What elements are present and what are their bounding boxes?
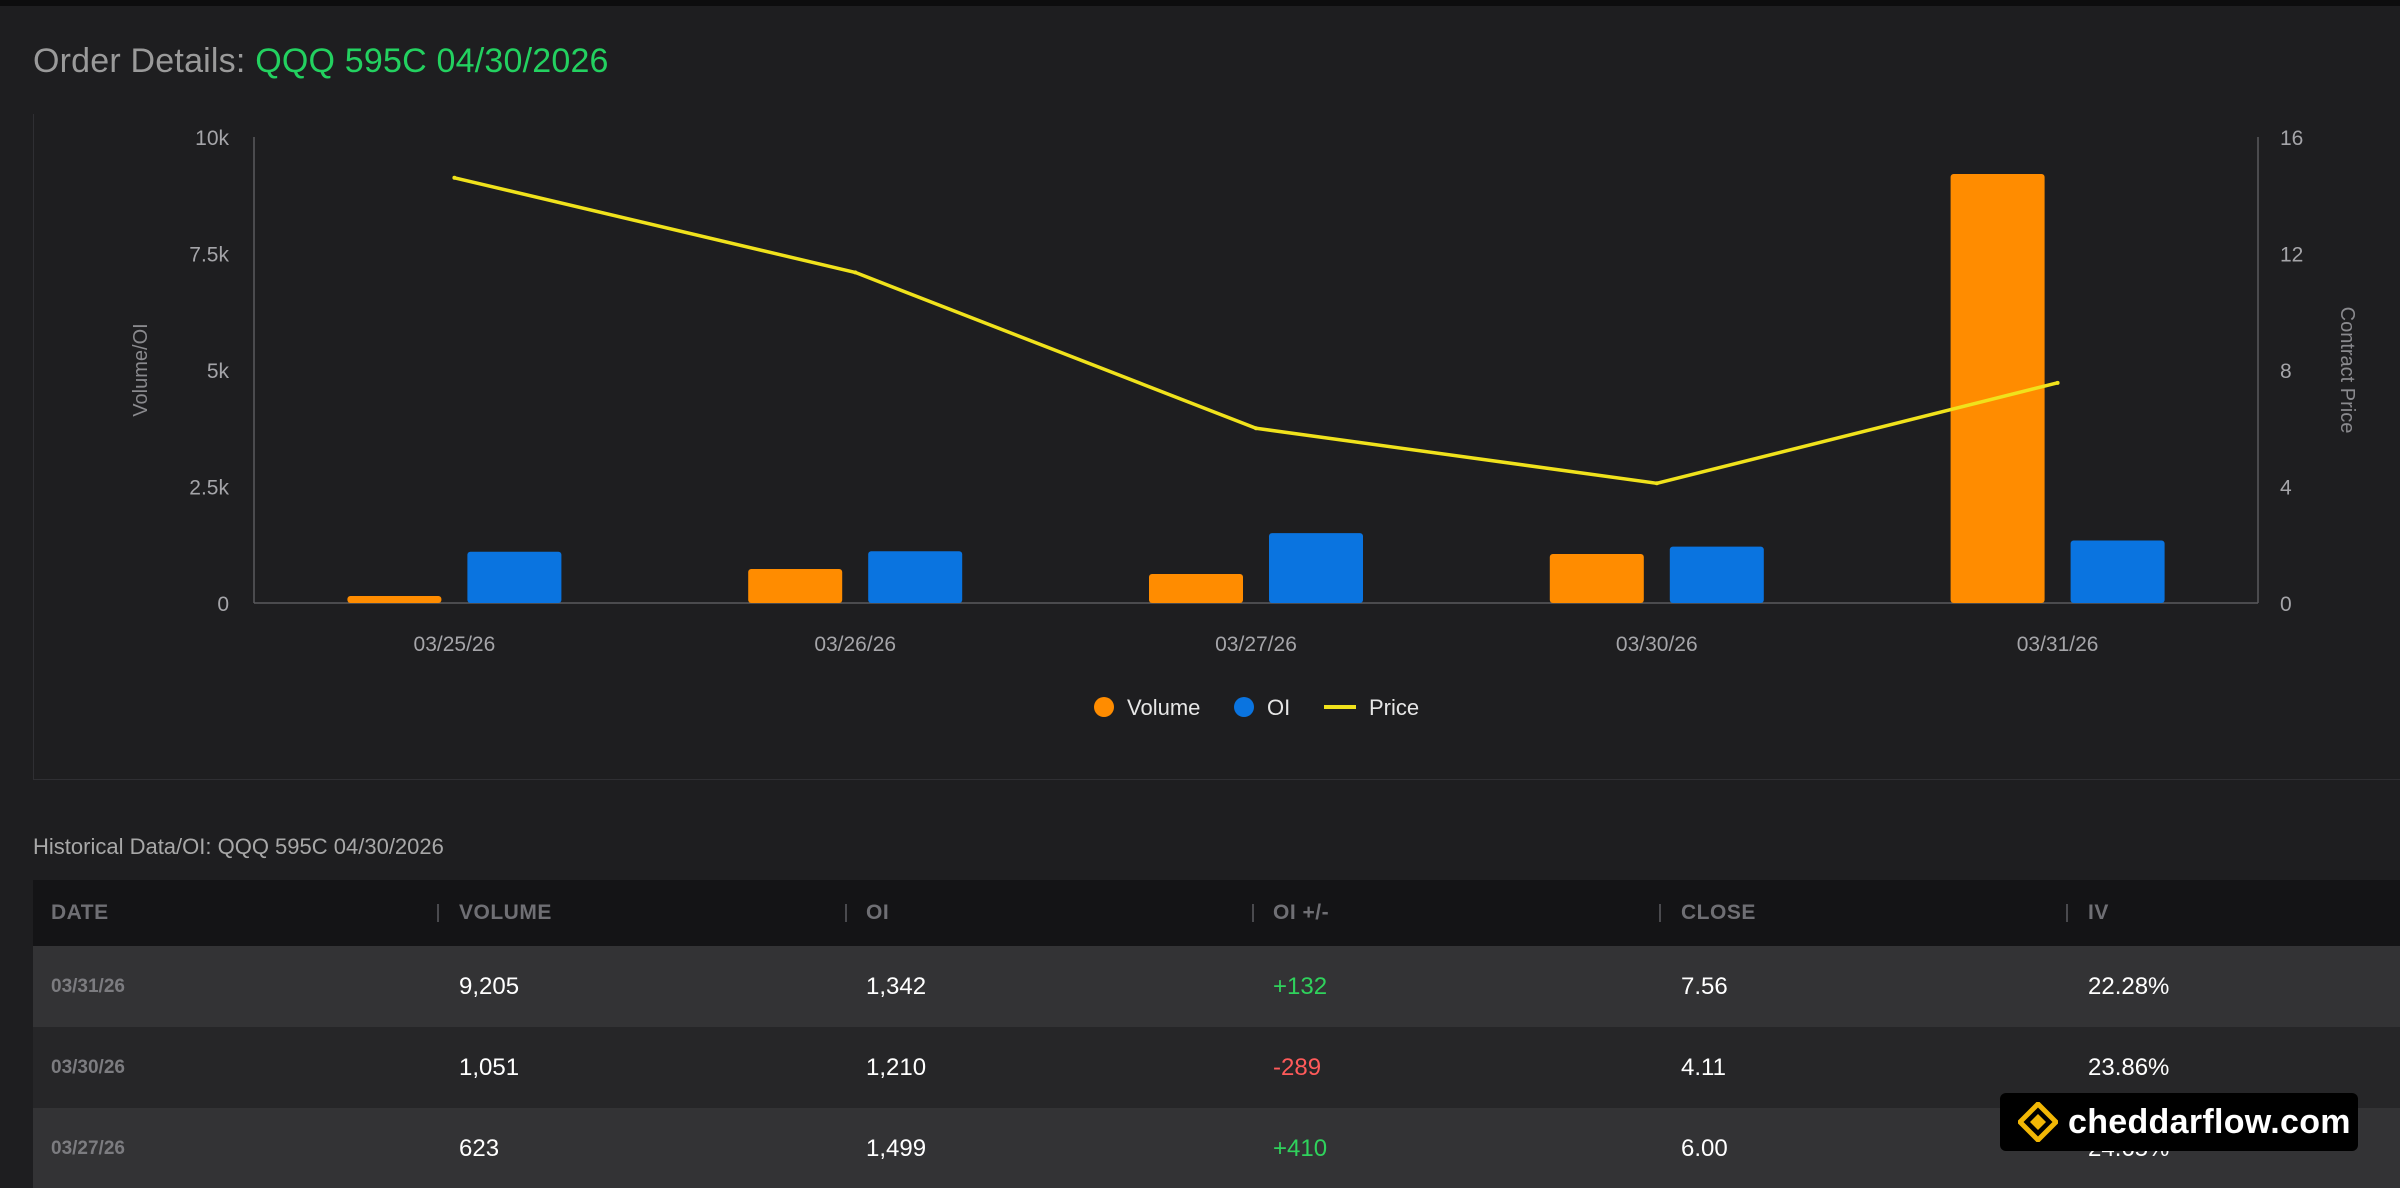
col-resize-handle[interactable] xyxy=(2066,904,2068,922)
cell-oi-change: -289 xyxy=(1273,1054,1322,1081)
y2-tick-label: 16 xyxy=(2280,127,2303,150)
legend-label: OI xyxy=(1267,695,1290,720)
history-title: Historical Data/OI: QQQ 595C 04/30/2026 xyxy=(33,834,444,859)
oi-bar xyxy=(467,551,562,603)
cell-iv: 23.86% xyxy=(2088,1054,2170,1081)
price-line xyxy=(453,176,2059,486)
x-tick-label: 03/30/26 xyxy=(1616,633,1698,656)
cell-close: 6.00 xyxy=(1681,1135,1728,1162)
brand-name: cheddarflow.com xyxy=(2068,1102,2351,1141)
legend-label: Price xyxy=(1369,695,1419,720)
y-tick-label: 7.5k xyxy=(189,244,229,267)
cell-oi: 1,342 xyxy=(866,973,927,1000)
y2-tick-label: 12 xyxy=(2280,244,2303,267)
volume-oi-price-chart: 0 2.5k 5k 7.5k 10k 0 4 8 12 16 Volume/OI Contract P… xyxy=(130,127,2358,720)
col-resize-handle[interactable] xyxy=(437,904,439,922)
page-title: Order Details: QQQ 595C 04/30/2026 xyxy=(33,42,609,81)
col-oi-change[interactable]: OI +/- xyxy=(1273,901,1330,924)
col-resize-handle[interactable] xyxy=(845,904,847,922)
col-date[interactable]: DATE xyxy=(51,901,109,924)
cell-date: 03/27/26 xyxy=(51,1138,125,1159)
volume-bar xyxy=(1149,573,1243,603)
x-tick-label: 03/27/26 xyxy=(1215,633,1297,656)
col-oi[interactable]: OI xyxy=(866,901,890,924)
price-point xyxy=(452,175,457,180)
cheddarflow-logo-icon xyxy=(2018,1102,2058,1142)
cell-volume: 9,205 xyxy=(459,973,520,1000)
history-table: DATE VOLUME OI OI +/- CLOSE IV 03/31/26 … xyxy=(33,880,2400,1188)
cell-volume: 623 xyxy=(459,1135,500,1162)
y2-tick-label: 8 xyxy=(2280,360,2292,383)
x-tick-label: 03/25/26 xyxy=(414,633,496,656)
cell-oi-change: +410 xyxy=(1273,1135,1328,1162)
col-resize-handle[interactable] xyxy=(1659,904,1661,922)
price-point xyxy=(2055,380,2060,385)
col-iv[interactable]: IV xyxy=(2088,901,2109,924)
chart-card: 0 2.5k 5k 7.5k 10k 0 4 8 12 16 Volume/OI Contract P… xyxy=(33,114,2400,780)
volume-bar xyxy=(347,596,442,603)
y2-tick-label: 4 xyxy=(2280,477,2292,500)
y2-tick-label: 0 xyxy=(2280,593,2292,616)
y-tick-label: 2.5k xyxy=(189,477,229,500)
y-axis-title: Volume/OI xyxy=(130,323,152,416)
x-tick-label: 03/26/26 xyxy=(814,633,896,656)
cell-oi-change: +132 xyxy=(1273,973,1328,1000)
brand-badge[interactable]: cheddarflow.com xyxy=(2000,1093,2358,1151)
volume-bar xyxy=(1950,174,2045,603)
cell-close: 7.56 xyxy=(1681,973,1728,1000)
cell-date: 03/31/26 xyxy=(51,976,125,997)
oi-bar xyxy=(1269,533,1363,603)
cell-oi: 1,210 xyxy=(866,1054,927,1081)
price-point xyxy=(1654,481,1659,486)
price-point xyxy=(1254,426,1258,431)
y-tick-label: 0 xyxy=(217,593,229,616)
title-label: Order Details: xyxy=(33,42,246,80)
cell-iv: 22.28% xyxy=(2088,973,2170,1000)
col-resize-handle[interactable] xyxy=(1252,904,1254,922)
x-tick-label: 03/31/26 xyxy=(2017,633,2099,656)
legend-swatch xyxy=(1234,697,1254,717)
volume-bar xyxy=(748,568,843,603)
col-close[interactable]: CLOSE xyxy=(1681,901,1756,924)
price-point xyxy=(853,270,858,275)
oi-bar xyxy=(2070,540,2165,603)
cell-volume: 1,051 xyxy=(459,1054,520,1081)
cell-oi: 1,499 xyxy=(866,1135,927,1162)
y-tick-label: 10k xyxy=(195,127,229,150)
legend-label: Volume xyxy=(1127,695,1200,720)
y-tick-label: 5k xyxy=(207,360,230,383)
title-contract: QQQ 595C 04/30/2026 xyxy=(255,42,609,80)
y2-axis-title: Contract Price xyxy=(2336,307,2358,434)
cell-close: 4.11 xyxy=(1681,1054,1726,1081)
legend-swatch xyxy=(1094,697,1114,717)
table-header: DATE VOLUME OI OI +/- CLOSE IV xyxy=(33,880,2400,946)
cell-date: 03/30/26 xyxy=(51,1057,125,1078)
volume-bar xyxy=(1549,554,1644,603)
oi-bar xyxy=(1669,546,1764,603)
col-volume[interactable]: VOLUME xyxy=(459,901,552,924)
oi-bar xyxy=(868,551,963,603)
table-row[interactable]: 03/31/26 9,205 1,342 +132 7.56 22.28% xyxy=(33,946,2400,1027)
